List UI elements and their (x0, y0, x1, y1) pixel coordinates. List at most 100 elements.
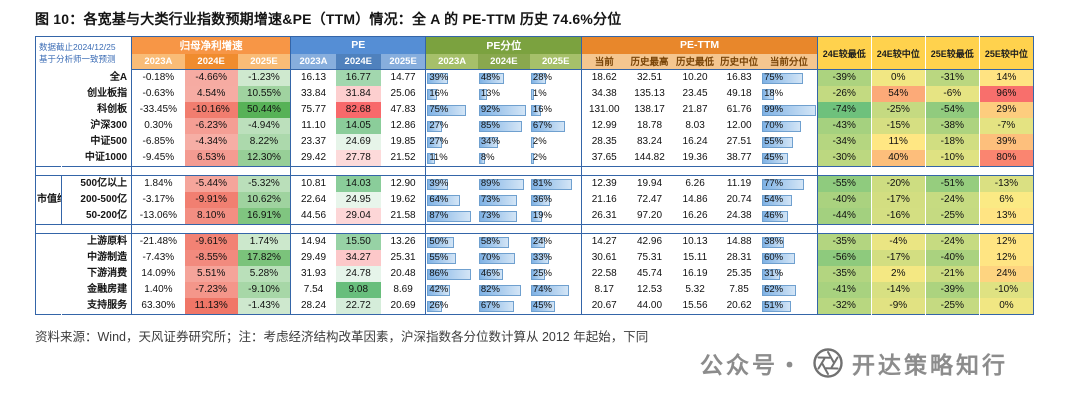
heat-cell: -16% (870, 208, 926, 225)
data-bar (427, 136, 443, 148)
heat-cell: -25% (924, 208, 980, 225)
pe-cell: 21.58 (390, 210, 416, 221)
heat-cell: -41% (816, 282, 872, 298)
pe-ttm-cell: 10.20 (682, 72, 708, 83)
table-row: 创业板指 -0.63% 4.54% 10.55% 33.84 31.84 25.06 16% 1… (36, 86, 1034, 102)
growth-cell: -33.45% (131, 102, 185, 118)
percentile-bar-cell: 27% (425, 134, 478, 150)
data-bar (762, 104, 816, 116)
heat-cell: 12% (978, 233, 1034, 250)
percentile-bar-cell: 16% (530, 104, 552, 116)
data-bar (478, 300, 514, 312)
heat-cell: -26% (816, 86, 872, 102)
heat-cell: -39% (816, 69, 872, 86)
col-header-ttm-cur-pct: 当前分位 (761, 53, 818, 70)
pe-cell: 14.77 (390, 72, 416, 83)
data-bar (427, 210, 472, 222)
percentile-bar-cell: 39% (425, 175, 478, 192)
heat-cell: -24% (924, 233, 980, 250)
pe-cell: 12.90 (390, 178, 416, 189)
pe-cell: 24.78 (335, 266, 381, 282)
col-header-pct-2023a: 2023A (425, 53, 478, 70)
table-row: 下游消费 14.09% 5.51% 5.28% 31.93 24.78 20.48 86% 46… (36, 266, 1034, 282)
heat-cell: 0% (978, 298, 1034, 315)
watermark-name: 开达策略知行 (852, 352, 1008, 378)
table-row: 50-200亿 -13.06% 8.10% 16.91% 44.56 29.04 21.58… (36, 208, 1034, 225)
pe-cell: 19.62 (390, 194, 416, 205)
heat-cell: -13% (978, 175, 1034, 192)
heat-cell: 24% (978, 266, 1034, 282)
data-bar (530, 300, 555, 312)
table-row: 支持服务 63.30% 11.13% -1.43% 28.24 22.72 20.69 26%… (36, 298, 1034, 315)
growth-cell: -6.23% (184, 118, 238, 134)
data-bar (478, 152, 485, 164)
growth-cell: 6.53% (184, 150, 238, 167)
percentile-bar-cell: 82% (478, 282, 530, 298)
table-row: 上游原料 -21.48% -9.61% 1.74% 14.94 15.50 13.26 50%… (35, 233, 1034, 315)
pe-ttm-cell: 135.13 (634, 88, 665, 99)
percentile-bar-cell: 1% (530, 88, 547, 100)
growth-cell: 14.09% (131, 266, 185, 282)
figure-title: 图 10：各宽基与大类行业指数预期增速&PE（TTM）情况：全 A 的 PE-T… (35, 11, 622, 27)
percentile-bar-cell: 45% (530, 298, 582, 315)
data-bar (762, 300, 791, 312)
growth-cell: -5.44% (184, 175, 238, 192)
row-label: 科创板 (97, 104, 128, 115)
percentile-bar-cell: 73% (478, 192, 530, 208)
growth-cell: -6.85% (131, 134, 185, 150)
heat-cell: 0% (870, 69, 926, 86)
heat-cell: 2% (870, 266, 926, 282)
table-header: 数据截止2024/12/25 基于分析师一致预测 归母净利增速 PE PE分位 … (35, 36, 1034, 70)
percentile-bar-cell: 38% (762, 236, 784, 248)
pe-ttm-cell: 7.85 (729, 284, 749, 295)
data-bar (530, 252, 549, 264)
heat-cell: 13% (978, 208, 1034, 225)
data-bar (762, 152, 788, 164)
growth-cell: -9.91% (184, 192, 238, 208)
col-header-ttm-current: 当前 (581, 53, 626, 70)
pe-ttm-cell: 16.24 (682, 136, 708, 147)
percentile-bar-cell: 8% (478, 152, 495, 164)
growth-cell: -4.94% (237, 118, 291, 134)
heat-cell: -38% (924, 118, 980, 134)
col-header-25e-vs-low: 25E较最低 (924, 36, 980, 70)
heat-cell: -24% (924, 192, 980, 208)
heat-cell: -43% (816, 118, 872, 134)
percentile-bar-cell: 60% (761, 250, 817, 266)
heat-cell: 54% (870, 86, 926, 102)
data-bar (530, 210, 543, 222)
table-row: 中证1000 -9.45% 6.53% 12.30% 29.42 27.78 21.52 11… (36, 150, 1034, 167)
pe-ttm-cell: 25.35 (726, 268, 752, 279)
pe-ttm-cell: 16.26 (682, 210, 708, 221)
growth-cell: 12.30% (237, 150, 291, 167)
heat-cell: 11% (870, 134, 926, 150)
data-bar (478, 178, 525, 190)
growth-cell: 17.82% (237, 250, 291, 266)
data-bar (427, 104, 466, 116)
pe-ttm-cell: 16.19 (682, 268, 708, 279)
growth-cell: -4.34% (184, 134, 238, 150)
data-bar (427, 178, 449, 190)
growth-cell: -21.48% (131, 233, 185, 250)
heat-cell: -18% (924, 134, 980, 150)
data-bar (427, 284, 450, 296)
pe-ttm-cell: 61.76 (726, 104, 752, 115)
row-label: 创业板指 (87, 88, 128, 99)
col-group-pe-pct: PE分位 (425, 36, 582, 54)
data-bar (478, 104, 526, 116)
pe-cell: 20.69 (390, 300, 416, 311)
row-label: 支持服务 (87, 300, 128, 311)
data-bar (530, 194, 551, 206)
heat-cell: -17% (870, 192, 926, 208)
pe-cell: 29.49 (290, 250, 336, 266)
pe-cell: 47.83 (390, 104, 416, 115)
heat-cell: -20% (870, 175, 926, 192)
col-header-pct-2025e: 2025E (529, 53, 582, 70)
heat-cell: -14% (870, 282, 926, 298)
watermark: 公众号・ 开达策略知行 (700, 346, 1008, 380)
col-group-pe-ttm: PE-TTM (581, 36, 818, 54)
percentile-bar-cell: 81% (530, 176, 582, 193)
row-label: 中证1000 (84, 152, 128, 163)
table-row: 金融房建 1.40% -7.23% -9.10% 7.54 9.08 8.69 42% 82% 7… (36, 282, 1034, 298)
row-label: 中游制造 (87, 252, 128, 263)
